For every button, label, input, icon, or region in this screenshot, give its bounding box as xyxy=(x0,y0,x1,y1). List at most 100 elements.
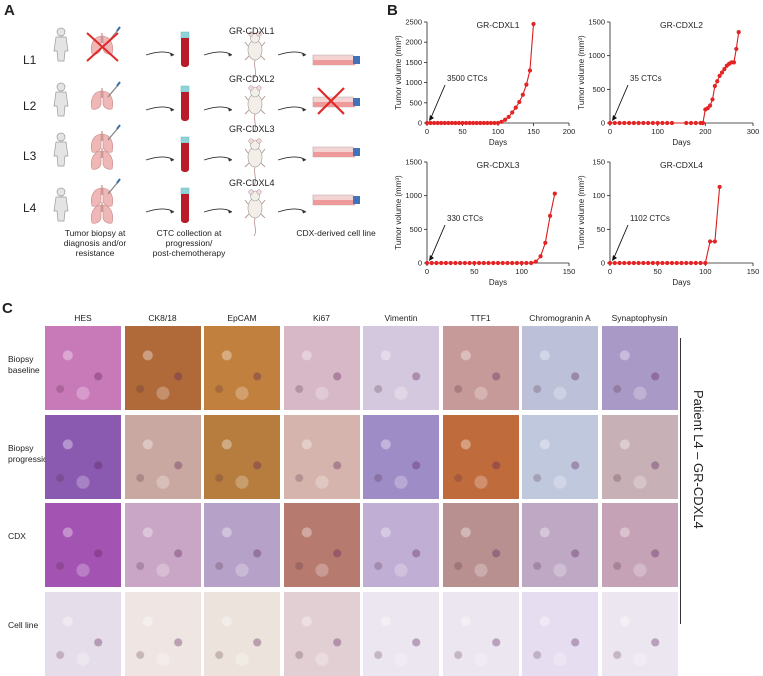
annotation-arrow xyxy=(429,224,446,261)
data-point xyxy=(485,120,490,126)
data-point xyxy=(443,260,449,266)
data-point xyxy=(705,106,710,111)
data-point xyxy=(679,260,684,266)
data-point xyxy=(471,120,476,126)
data-point xyxy=(631,120,636,126)
x-tick-label: 100 xyxy=(492,127,505,136)
y-tick-label: 500 xyxy=(592,85,605,94)
y-axis-label: Tumor volume (mm³) xyxy=(577,35,586,110)
x-tick-label: 0 xyxy=(608,127,612,136)
row-label-l1: L1 xyxy=(23,53,37,67)
mouse-label-2: GR-CDXL2 xyxy=(229,74,275,84)
stain-header: TTF1 xyxy=(470,313,491,323)
data-point xyxy=(622,260,627,266)
data-point xyxy=(734,46,739,52)
x-tick-label: 0 xyxy=(608,267,612,276)
x-tick-label: 0 xyxy=(425,267,429,276)
data-point xyxy=(674,260,679,266)
stain-header: Chromogranin A xyxy=(529,313,591,323)
annotation-arrow xyxy=(612,84,629,121)
series-line xyxy=(427,193,556,264)
data-point xyxy=(612,260,617,266)
data-point xyxy=(684,260,689,266)
caption-ctc: CTC collection at progression/ post-chem… xyxy=(152,228,226,258)
histology-tile xyxy=(601,326,678,410)
mouse-label-3: GR-CDXL3 xyxy=(229,124,275,134)
data-point xyxy=(434,260,439,266)
data-point xyxy=(472,260,477,266)
data-point xyxy=(617,120,622,126)
side-label: Patient L4 – GR-CDXL4 xyxy=(691,390,706,529)
stain-header: Ki67 xyxy=(312,313,330,323)
histology-tile xyxy=(204,503,280,587)
row-label-l3: L3 xyxy=(23,149,37,163)
y-tick-label: 2000 xyxy=(405,38,422,47)
x-tick-label: 50 xyxy=(458,127,466,136)
data-point xyxy=(543,240,548,245)
histology-tile xyxy=(204,326,280,410)
data-point xyxy=(688,120,694,126)
histology-tile xyxy=(442,414,519,499)
chart-4: 0 50 100 150 0 50 100 150 GR-CDXL4 Days Tumor volu… xyxy=(577,158,759,288)
histology-tile xyxy=(283,503,360,587)
y-tick-label: 2500 xyxy=(405,18,422,27)
data-point xyxy=(626,120,632,126)
row-label-l2: L2 xyxy=(23,99,37,113)
histology-tile xyxy=(363,326,439,410)
data-point xyxy=(424,260,430,266)
data-point xyxy=(439,120,444,126)
data-point xyxy=(429,260,434,266)
data-point xyxy=(442,120,447,126)
x-tick-label: 100 xyxy=(651,127,664,136)
histology-row-label: Biopsy baseline xyxy=(8,354,40,375)
data-point xyxy=(717,73,722,78)
mouse-label-1: GR-CDXL1 xyxy=(229,26,275,36)
y-tick-label: 0 xyxy=(601,259,605,268)
annotation-arrow xyxy=(429,84,446,121)
histology-tile xyxy=(283,414,360,499)
data-point xyxy=(503,117,508,122)
bracket-line xyxy=(680,338,681,624)
mouse-label-4: GR-CDXL4 xyxy=(229,178,275,188)
chart-2: 0 100 200 300 0 500 1000 1500 GR-CDXL2 Days Tumor … xyxy=(577,18,759,148)
x-tick-label: 200 xyxy=(563,127,576,136)
data-point xyxy=(650,120,655,126)
data-point xyxy=(712,83,717,89)
data-point xyxy=(527,68,533,73)
data-point xyxy=(448,260,453,266)
data-point xyxy=(492,120,497,126)
histology-tile xyxy=(601,414,678,499)
data-point xyxy=(547,213,553,218)
histology-tile xyxy=(45,503,121,587)
data-point xyxy=(524,260,529,266)
data-point xyxy=(612,120,617,126)
caption-cdx: CDX-derived cell line xyxy=(296,228,376,238)
data-point xyxy=(458,260,463,266)
chart-title: GR-CDXL4 xyxy=(660,160,703,170)
histology-tile xyxy=(601,503,678,587)
y-tick-label: 500 xyxy=(409,98,422,107)
y-tick-label: 0 xyxy=(418,119,422,128)
x-tick-label: 0 xyxy=(425,127,429,136)
data-point xyxy=(449,120,454,126)
caption-biopsy: Tumor biopsy at diagnosis and/or resista… xyxy=(63,228,127,258)
data-point xyxy=(722,67,727,72)
data-point xyxy=(669,260,675,266)
data-point xyxy=(533,259,538,264)
x-tick-label: 150 xyxy=(747,267,760,276)
chart-title: GR-CDXL2 xyxy=(660,20,703,30)
data-point xyxy=(665,120,670,126)
data-point xyxy=(529,260,534,266)
data-point xyxy=(446,120,451,126)
data-point xyxy=(476,260,482,266)
row-l3 xyxy=(53,124,361,186)
y-tick-label: 50 xyxy=(597,225,605,234)
data-point xyxy=(474,120,479,126)
data-point xyxy=(463,120,469,126)
data-point xyxy=(499,119,504,124)
data-point xyxy=(646,120,651,126)
data-point xyxy=(506,114,511,120)
annotation-arrowhead xyxy=(429,115,434,121)
annotation-arrow xyxy=(612,224,629,261)
